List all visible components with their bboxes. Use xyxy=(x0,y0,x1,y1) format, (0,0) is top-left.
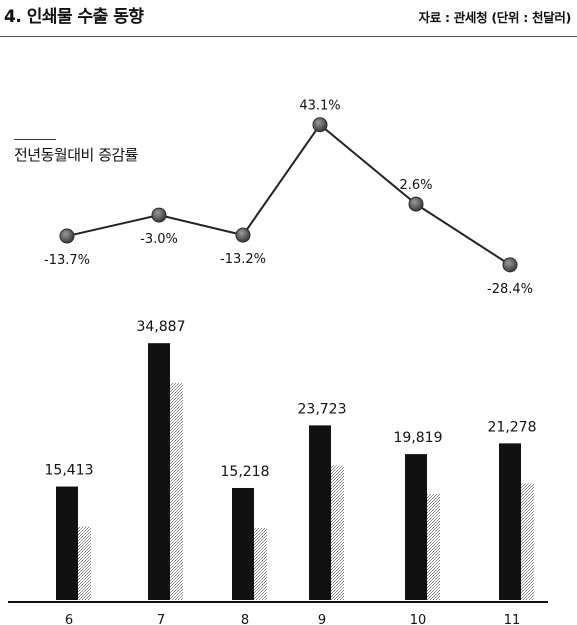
x-tick-label: 9 xyxy=(318,613,326,625)
line-series-label: 전년동월대비 증감률 xyxy=(14,146,138,164)
chart-title: 4. 인쇄물 수출 동향 xyxy=(4,7,144,27)
bar-value-label: 23,723 xyxy=(298,401,347,417)
bar-value-label: 15,218 xyxy=(221,464,270,480)
bar xyxy=(148,343,170,600)
line-point xyxy=(502,257,518,273)
line-point xyxy=(235,227,251,243)
bar xyxy=(232,487,254,600)
x-tick-label: 6 xyxy=(65,613,73,625)
line-point-label: 2.6% xyxy=(399,178,432,193)
line-point xyxy=(312,117,328,133)
bar-value-label: 21,278 xyxy=(488,419,537,435)
bar-shadow xyxy=(519,483,534,600)
x-tick-label: 7 xyxy=(157,613,165,625)
line-path xyxy=(66,123,511,266)
line-point-label: -3.0% xyxy=(140,232,178,247)
line-series: -13.7% -3.0% -13.2% 43.1% 2.6% -28.4% xyxy=(44,99,533,297)
bar-shadow xyxy=(252,527,267,600)
bar xyxy=(499,443,521,600)
x-tick-label: 8 xyxy=(241,613,249,625)
bar-shadow xyxy=(329,465,344,600)
line-point-label: 43.1% xyxy=(299,99,340,114)
bar-value-label: 34,887 xyxy=(137,319,186,335)
bar-shadow xyxy=(168,383,183,600)
bar-shadow xyxy=(76,526,91,600)
bar-series: 15,413 34,887 15,218 23,723 19,819 21,278 xyxy=(45,319,537,600)
x-axis-ticks: 6 7 8 9 10 11 xyxy=(65,613,520,625)
bar-value-label: 19,819 xyxy=(394,430,443,446)
line-point-label: -13.7% xyxy=(44,253,90,268)
header-divider xyxy=(0,36,577,37)
x-tick-label: 10 xyxy=(410,613,427,625)
bar xyxy=(56,486,78,600)
source-unit-note: 자료 : 관세청 (단위 : 천달러) xyxy=(418,10,572,25)
x-tick-label: 11 xyxy=(504,613,521,625)
line-point xyxy=(59,228,75,244)
bar xyxy=(309,425,331,600)
bar-value-label: 15,413 xyxy=(45,463,94,479)
line-point-label: -28.4% xyxy=(487,282,533,297)
line-point-label: -13.2% xyxy=(220,252,266,267)
line-label-rule xyxy=(14,139,56,140)
line-point xyxy=(151,207,167,223)
bar-shadow xyxy=(425,494,440,600)
line-point xyxy=(408,196,424,212)
bar xyxy=(405,454,427,600)
